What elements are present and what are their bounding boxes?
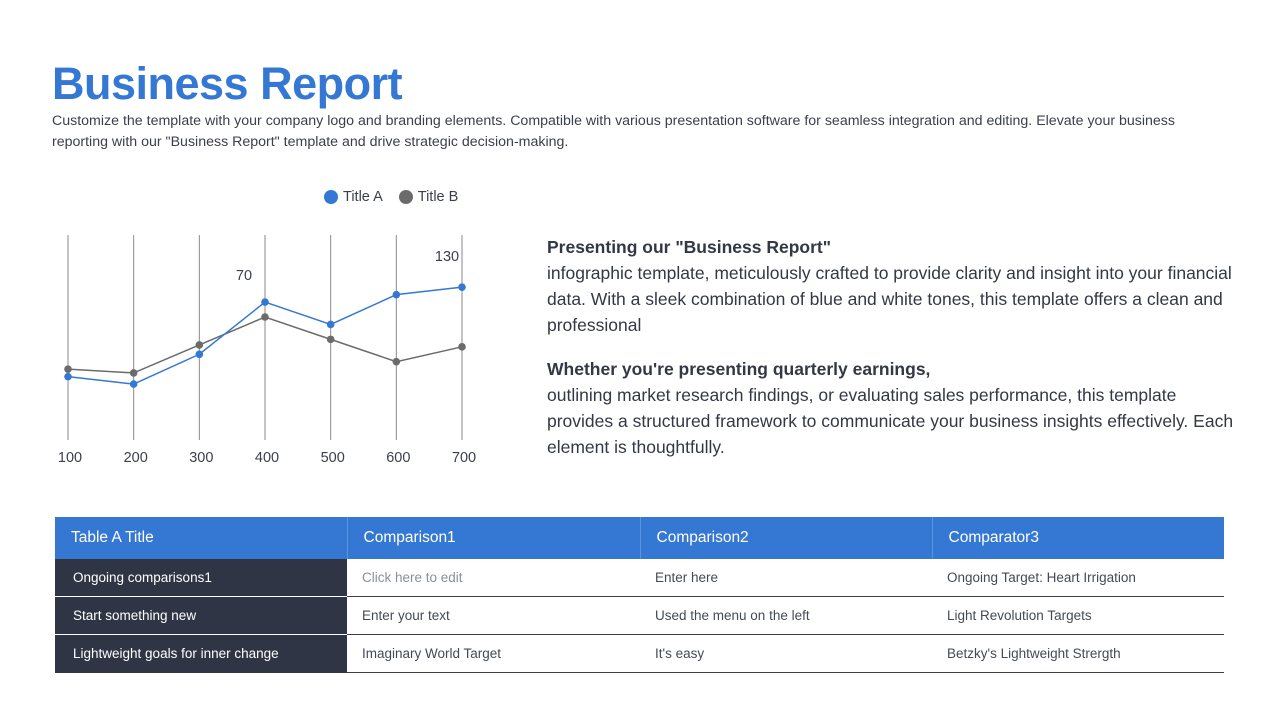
legend-dot-icon — [398, 190, 413, 204]
comparison-table: Table A Title Comparison1 Comparison2 Co… — [55, 517, 1224, 673]
legend-item-title-a: Title A — [324, 189, 383, 205]
data-point — [129, 369, 138, 377]
chart-gridlines — [67, 235, 463, 440]
table-row: Start something new Enter your text Used… — [55, 596, 1224, 635]
legend-dot-icon — [324, 190, 338, 204]
table-row-header: Lightweight goals for inner change — [55, 634, 347, 673]
table-row: Ongoing comparisons1 Click here to edit … — [55, 559, 1224, 597]
table-cell[interactable]: Click here to edit — [347, 559, 640, 597]
chart-series — [64, 283, 466, 388]
data-point — [64, 365, 72, 373]
table-row-header: Start something new — [55, 596, 347, 635]
line-chart: 100 200 300 400 500 600 700 70 130 — [58, 235, 476, 466]
data-label: 130 — [435, 249, 459, 265]
table-cell[interactable]: Enter your text — [347, 596, 640, 635]
data-point — [326, 320, 335, 329]
legend-label: Title B — [417, 189, 459, 205]
table-cell[interactable]: Ongoing Target: Heart Irrigation — [932, 559, 1224, 597]
table-cell[interactable]: Used the menu on the left — [640, 596, 932, 635]
table-cell[interactable]: It's easy — [640, 634, 932, 673]
chart-x-axis: 100 200 300 400 500 600 700 — [58, 450, 476, 466]
data-point — [64, 372, 72, 381]
table-row-header: Ongoing comparisons1 — [55, 559, 347, 597]
data-point — [195, 341, 204, 349]
table-cell[interactable]: Light Revolution Targets — [932, 596, 1224, 635]
description-body: outlining market research findings, or e… — [547, 385, 1234, 457]
table-header-row: Table A Title Comparison1 Comparison2 Co… — [55, 517, 1224, 559]
description-body: infographic template, meticulously craft… — [547, 263, 1232, 335]
data-point — [458, 283, 466, 291]
data-point — [326, 335, 335, 344]
page-subtitle: Customize the template with your company… — [52, 113, 1175, 150]
data-point — [261, 298, 269, 306]
x-tick-label: 200 — [124, 450, 148, 466]
x-tick-label: 100 — [58, 450, 82, 466]
table-cell[interactable]: Enter here — [640, 559, 932, 597]
x-tick-label: 300 — [189, 450, 213, 466]
page-title: Business Report — [52, 58, 403, 109]
data-point — [261, 313, 269, 321]
x-tick-label: 500 — [321, 450, 345, 466]
description-paragraph: Whether you're presenting quarterly earn… — [547, 356, 1247, 460]
table-header-cell: Comparison1 — [346, 517, 640, 559]
data-point — [458, 343, 466, 351]
x-tick-label: 600 — [386, 450, 410, 466]
legend-label: Title A — [343, 189, 383, 205]
data-label: 70 — [236, 268, 252, 284]
description-paragraph: Presenting our "Business Report" infogra… — [547, 234, 1247, 338]
table-header-cell: Comparator3 — [931, 517, 1224, 559]
chart-annotations: 70 130 — [236, 249, 459, 284]
table-header-cell: Comparison2 — [639, 517, 932, 559]
x-tick-label: 700 — [452, 450, 476, 466]
table-row: Lightweight goals for inner change Imagi… — [55, 634, 1224, 673]
description: Presenting our "Business Report" infogra… — [547, 234, 1247, 478]
description-lead: Presenting our "Business Report" — [547, 237, 832, 257]
legend-item-title-b: Title B — [398, 189, 459, 205]
chart-legend: Title A Title B — [324, 189, 458, 205]
data-point — [129, 380, 138, 388]
table-header-cell: Table A Title — [55, 517, 347, 559]
data-point — [195, 350, 204, 359]
data-point — [392, 357, 401, 366]
data-point — [392, 290, 401, 299]
x-tick-label: 400 — [255, 450, 279, 466]
table-cell[interactable]: Imaginary World Target — [347, 634, 640, 673]
description-lead: Whether you're presenting quarterly earn… — [547, 359, 931, 379]
table-cell[interactable]: Betzky's Lightweight Strergth — [932, 634, 1224, 673]
